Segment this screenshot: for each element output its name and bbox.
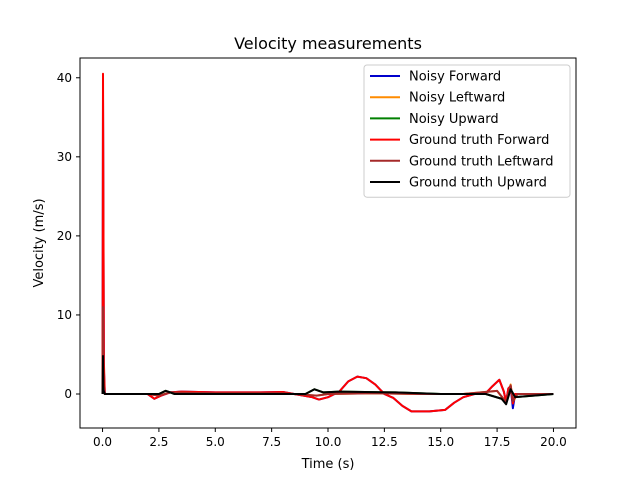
x-axis: 0.0 2.5 5.0 7.5 10.0 12.5 15.0 17.5 20.0 [93, 428, 567, 449]
legend-label-5: Ground truth Upward [409, 176, 547, 191]
series-line-2 [101, 361, 554, 403]
y-tick-label: 20 [57, 229, 72, 243]
series-line-1 [101, 298, 554, 404]
y-tick-label: 10 [57, 308, 72, 322]
x-axis-label: Time (s) [301, 457, 355, 472]
x-tick-label: 20.0 [540, 435, 567, 449]
legend-label-3: Ground truth Forward [409, 133, 549, 148]
x-tick-label: 5.0 [206, 435, 225, 449]
x-tick-label: 0.0 [93, 435, 112, 449]
x-tick-label: 2.5 [149, 435, 168, 449]
legend-label-1: Noisy Leftward [409, 91, 505, 106]
legend: Noisy Forward Noisy Leftward Noisy Upward G… [363, 64, 571, 198]
legend-box [363, 64, 571, 198]
series-line-5 [101, 355, 554, 406]
legend-label-4: Ground truth Leftward [409, 154, 554, 169]
y-axis-label: Velocity (m/s) [32, 198, 47, 287]
y-tick-label: 0 [64, 387, 72, 401]
legend-label-0: Noisy Forward [409, 70, 501, 85]
x-tick-label: 7.5 [262, 435, 281, 449]
x-tick-label: 10.0 [315, 435, 342, 449]
y-axis: 0 10 20 30 40 [57, 71, 80, 401]
x-tick-label: 15.0 [427, 435, 454, 449]
plot-lines [101, 72, 554, 413]
chart-title: Velocity measurements [234, 34, 422, 53]
legend-label-2: Noisy Upward [409, 112, 499, 127]
x-tick-label: 17.5 [484, 435, 511, 449]
x-tick-label: 12.5 [371, 435, 398, 449]
series-line-4 [101, 306, 554, 403]
y-tick-label: 40 [57, 71, 72, 85]
y-tick-label: 30 [57, 150, 72, 164]
